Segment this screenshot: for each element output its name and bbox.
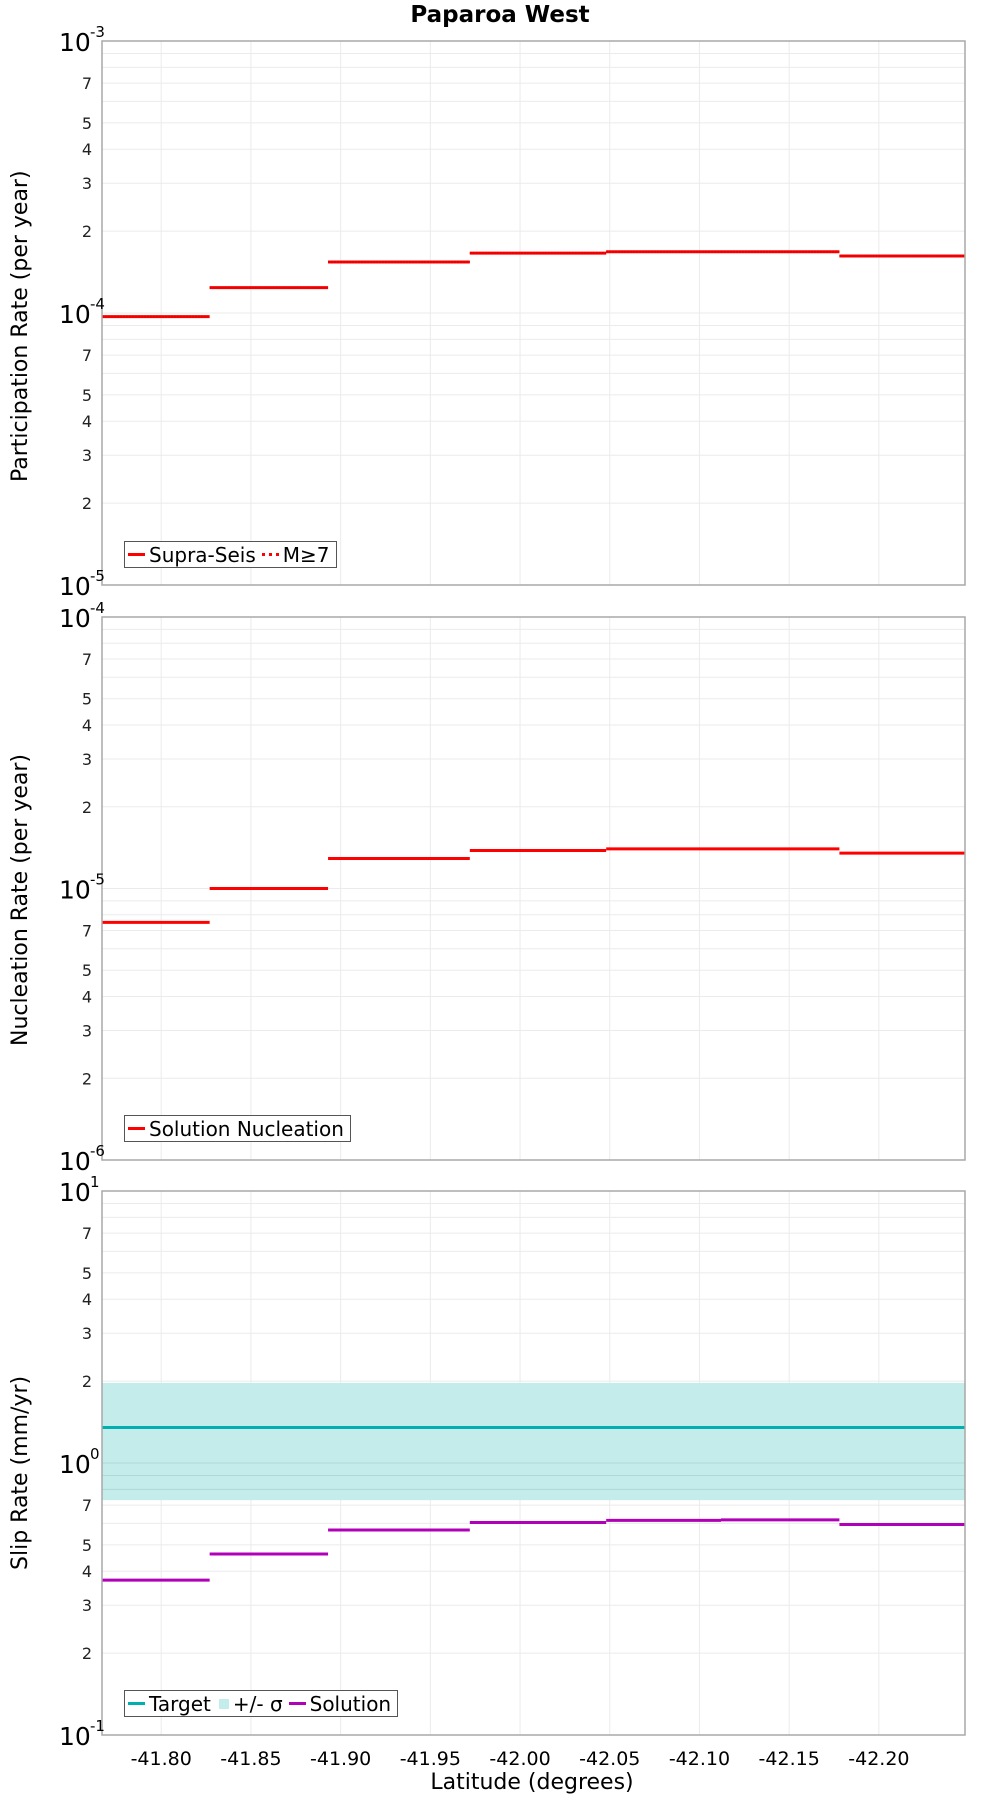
svg-text:2: 2 — [82, 1069, 92, 1088]
svg-text:7: 7 — [82, 922, 92, 941]
svg-text:5: 5 — [82, 114, 92, 133]
svg-text:4: 4 — [82, 412, 92, 431]
band-swatch-icon — [218, 1698, 229, 1709]
svg-text:4: 4 — [82, 1562, 92, 1581]
legend-label: +/- σ — [232, 1691, 283, 1716]
svg-text:7: 7 — [82, 74, 92, 93]
svg-text:3: 3 — [82, 174, 92, 193]
svg-text:2: 2 — [82, 1644, 92, 1663]
svg-text:3: 3 — [82, 1324, 92, 1343]
x-tick-label: -41.90 — [310, 1748, 371, 1770]
legend-label: M≥7 — [282, 542, 330, 567]
svg-text:2: 2 — [82, 1372, 92, 1391]
svg-text:4: 4 — [82, 1290, 92, 1309]
x-tick-label: -42.00 — [489, 1748, 550, 1770]
legend-label: Solution — [309, 1691, 392, 1716]
svg-text:10: 10 — [59, 1722, 91, 1751]
svg-text:10: 10 — [59, 1147, 91, 1176]
legend-item-solution: Solution — [288, 1691, 392, 1716]
svg-text:-6: -6 — [90, 1142, 105, 1160]
svg-text:7: 7 — [82, 650, 92, 669]
legend-item-m7: M≥7 — [261, 542, 330, 567]
x-tick-label: -42.20 — [848, 1748, 909, 1770]
svg-text:0: 0 — [90, 1445, 100, 1463]
chart-title: Paparoa West — [410, 2, 590, 28]
legend-item-solution-nucleation: Solution Nucleation — [128, 1117, 344, 1141]
solid-line-swatch-icon — [128, 553, 145, 556]
solid-line-swatch-icon — [288, 1702, 306, 1705]
legend-item-sigma-band: +/- σ — [217, 1692, 283, 1716]
legend-item-target: Target — [128, 1692, 211, 1716]
svg-text:3: 3 — [82, 1596, 92, 1615]
svg-text:7: 7 — [82, 1496, 92, 1515]
svg-text:2: 2 — [82, 494, 92, 513]
y-axis-label-participation: Participation Rate (per year) — [8, 170, 33, 482]
svg-text:10: 10 — [59, 300, 91, 329]
legend-item-supra-seis: Supra-Seis — [128, 543, 256, 567]
y-axis-label-nucleation: Nucleation Rate (per year) — [8, 754, 33, 1046]
svg-text:4: 4 — [82, 140, 92, 159]
svg-text:10: 10 — [59, 1450, 91, 1479]
legend-label: Supra-Seis — [149, 542, 256, 567]
svg-text:-4: -4 — [90, 295, 105, 313]
solid-line-swatch-icon — [128, 1127, 145, 1130]
svg-text:7: 7 — [82, 346, 92, 365]
svg-text:10: 10 — [59, 876, 91, 905]
svg-text:3: 3 — [82, 1021, 92, 1040]
svg-text:2: 2 — [82, 222, 92, 241]
legend-participation: Supra-Seis M≥7 — [124, 541, 337, 568]
svg-text:10: 10 — [59, 604, 91, 633]
svg-text:3: 3 — [82, 446, 92, 465]
x-tick-label: -42.10 — [669, 1748, 730, 1770]
svg-text:10: 10 — [59, 572, 91, 601]
svg-text:-1: -1 — [90, 1717, 105, 1735]
legend-nucleation: Solution Nucleation — [124, 1115, 351, 1142]
legend-label: Target — [149, 1691, 211, 1716]
svg-text:5: 5 — [82, 961, 92, 980]
x-axis-label: Latitude (degrees) — [430, 1770, 634, 1795]
svg-text:5: 5 — [82, 1536, 92, 1555]
svg-text:-4: -4 — [90, 599, 105, 617]
y-axis-label-slip-rate: Slip Rate (mm/yr) — [8, 1375, 33, 1570]
svg-text:10: 10 — [59, 1178, 91, 1207]
dotted-line-swatch-icon — [261, 553, 279, 556]
svg-text:2: 2 — [82, 798, 92, 817]
x-tick-label: -42.05 — [579, 1748, 640, 1770]
x-tick-label: -41.80 — [131, 1748, 192, 1770]
svg-text:5: 5 — [82, 690, 92, 709]
legend-label: Solution Nucleation — [149, 1116, 344, 1141]
svg-text:4: 4 — [82, 988, 92, 1007]
legend-slip-rate: Target +/- σ Solution — [124, 1690, 399, 1717]
x-tick-label: -41.85 — [220, 1748, 281, 1770]
svg-text:1: 1 — [90, 1173, 100, 1191]
x-tick-label: -41.95 — [400, 1748, 461, 1770]
sigma-band — [102, 1382, 965, 1501]
solid-line-swatch-icon — [128, 1702, 145, 1705]
svg-text:7: 7 — [82, 1224, 92, 1243]
x-tick-label: -42.15 — [759, 1748, 820, 1770]
svg-text:5: 5 — [82, 1264, 92, 1283]
svg-text:-5: -5 — [90, 567, 105, 585]
svg-text:-5: -5 — [90, 871, 105, 889]
svg-text:10: 10 — [59, 28, 91, 57]
svg-text:5: 5 — [82, 386, 92, 405]
svg-text:3: 3 — [82, 750, 92, 769]
svg-text:4: 4 — [82, 716, 92, 735]
svg-text:-3: -3 — [90, 23, 105, 41]
